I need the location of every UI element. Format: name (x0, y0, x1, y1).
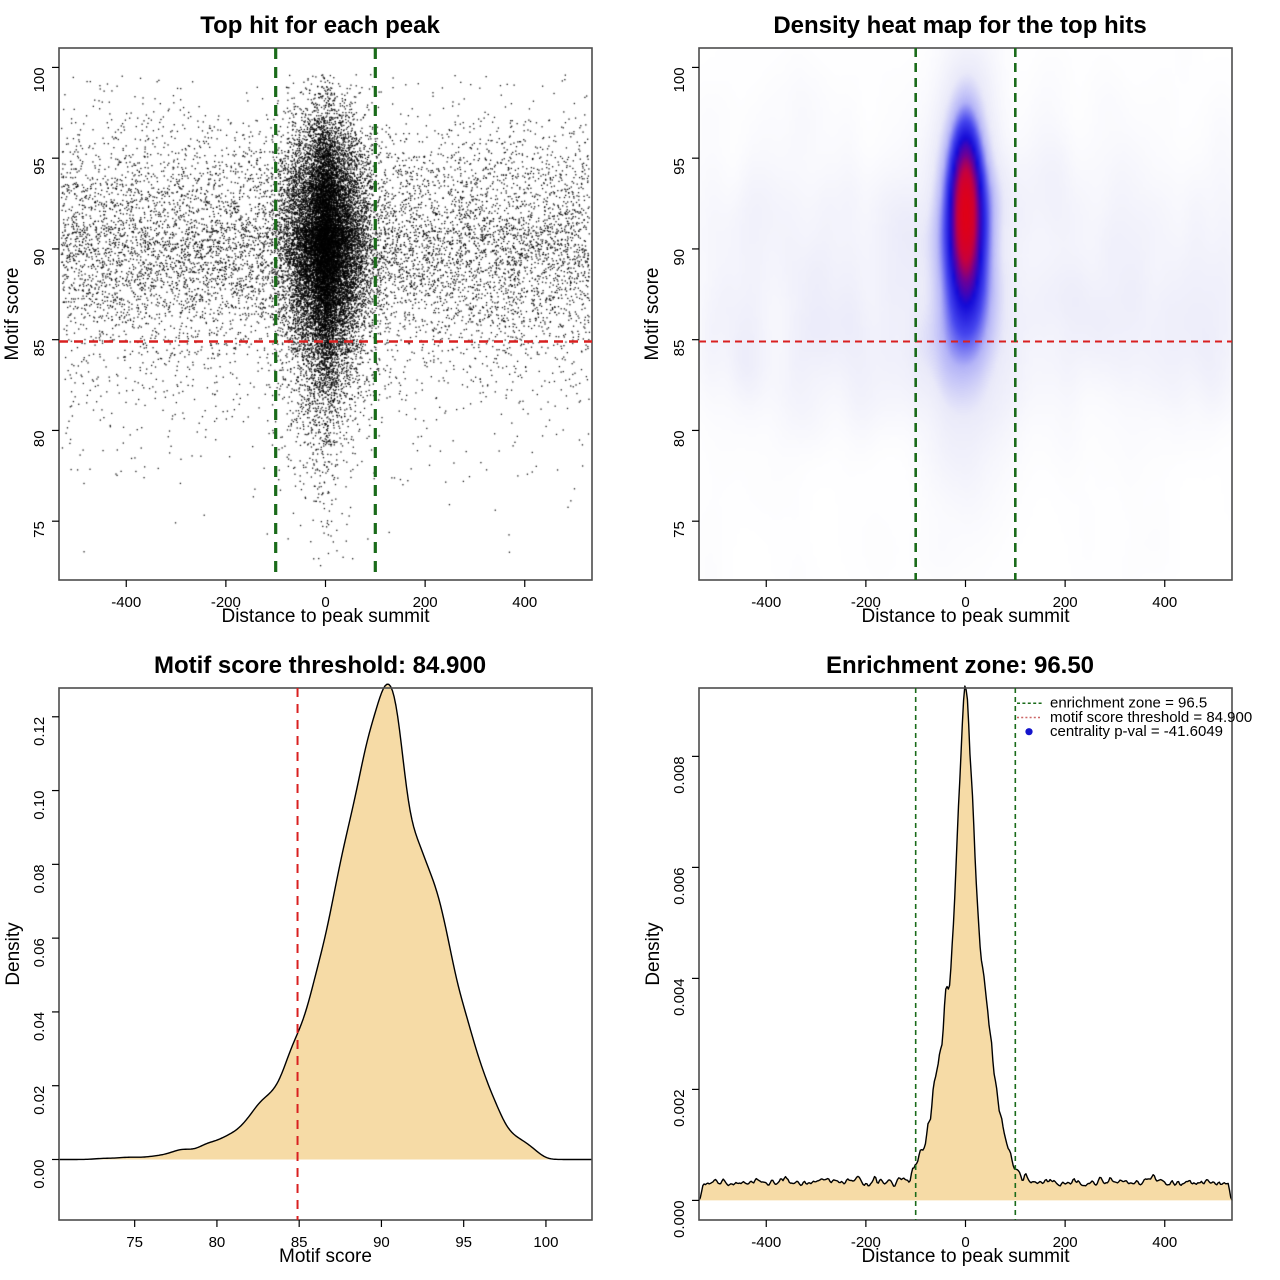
svg-text:85: 85 (671, 340, 688, 357)
svg-text:95: 95 (455, 1234, 472, 1251)
svg-text:0.008: 0.008 (671, 756, 688, 794)
svg-text:95: 95 (31, 158, 48, 175)
svg-text:0.12: 0.12 (31, 717, 48, 746)
svg-text:75: 75 (31, 521, 48, 538)
svg-text:0.006: 0.006 (671, 867, 688, 905)
svg-text:90: 90 (373, 1234, 390, 1251)
svg-text:100: 100 (671, 67, 688, 92)
svg-text:80: 80 (671, 430, 688, 447)
svg-text:95: 95 (671, 158, 688, 175)
svg-text:0.000: 0.000 (671, 1200, 688, 1238)
svg-text:-400: -400 (751, 594, 781, 611)
svg-text:Motif score: Motif score (642, 268, 663, 361)
svg-text:400: 400 (1152, 1234, 1177, 1251)
svg-text:centrality p-val = -41.6049: centrality p-val = -41.6049 (1050, 723, 1223, 740)
svg-text:0.002: 0.002 (671, 1089, 688, 1127)
svg-text:400: 400 (512, 594, 537, 611)
svg-text:Distance to peak summit: Distance to peak summit (221, 606, 430, 627)
svg-text:0.04: 0.04 (31, 1012, 48, 1041)
svg-text:0.08: 0.08 (31, 864, 48, 893)
svg-text:0.02: 0.02 (31, 1086, 48, 1115)
svg-text:80: 80 (209, 1234, 226, 1251)
svg-text:-400: -400 (751, 1234, 781, 1251)
svg-text:90: 90 (31, 249, 48, 266)
svg-text:75: 75 (671, 521, 688, 538)
svg-text:Motif score: Motif score (2, 268, 23, 361)
svg-text:85: 85 (31, 340, 48, 357)
svg-text:Density: Density (643, 922, 664, 986)
svg-text:400: 400 (1152, 594, 1177, 611)
svg-text:0.004: 0.004 (671, 978, 688, 1016)
svg-text:75: 75 (126, 1234, 143, 1251)
svg-text:80: 80 (31, 430, 48, 447)
svg-text:Density: Density (3, 922, 24, 986)
svg-text:Distance to peak summit: Distance to peak summit (861, 1246, 1070, 1267)
svg-text:Distance to peak summit: Distance to peak summit (861, 606, 1070, 627)
svg-text:Motif score: Motif score (279, 1246, 372, 1267)
svg-text:0.10: 0.10 (31, 791, 48, 820)
svg-text:0.00: 0.00 (31, 1159, 48, 1188)
svg-text:100: 100 (31, 67, 48, 92)
svg-text:0.06: 0.06 (31, 938, 48, 967)
svg-text:-400: -400 (111, 594, 141, 611)
svg-text:100: 100 (533, 1234, 558, 1251)
svg-text:90: 90 (671, 249, 688, 266)
